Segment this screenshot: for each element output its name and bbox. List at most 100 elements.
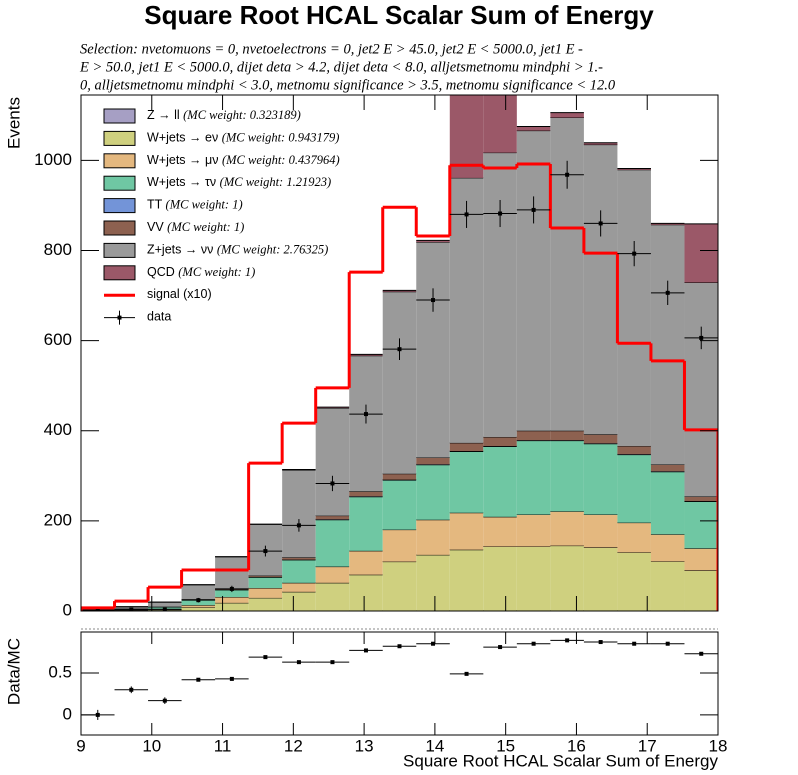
- stack-segment: [215, 556, 249, 589]
- y-tick-label: 0.5: [48, 663, 72, 682]
- legend-label: TT (MC weight: 1): [147, 197, 243, 211]
- stack-segment: [483, 516, 517, 547]
- y-axis-label: Data/MC: [4, 638, 23, 705]
- data-point: [699, 335, 704, 340]
- x-tick-label: 17: [638, 736, 657, 755]
- stack-segment: [282, 557, 316, 560]
- ratio-point: [464, 671, 469, 676]
- legend-swatch: [103, 198, 136, 214]
- stack-segment: [650, 223, 685, 225]
- stack-segment: [215, 589, 249, 598]
- stack-segment: [315, 519, 350, 567]
- stack-segment: [617, 168, 651, 170]
- x-tick-label: 15: [496, 736, 515, 755]
- ratio-point: [531, 641, 536, 646]
- x-tick-label: 13: [355, 736, 374, 755]
- stack-segment: [416, 554, 450, 611]
- stack-segment: [315, 582, 350, 611]
- data-point: [397, 347, 402, 352]
- stack-segment: [617, 522, 651, 553]
- stack-segment: [583, 434, 618, 444]
- legend-name: QCD: [147, 265, 175, 279]
- stack-segment: [583, 142, 618, 145]
- legend-label: W+jets → eν (MC weight: 0.943179): [147, 130, 339, 144]
- frame: [80, 94, 719, 612]
- data-point: [598, 221, 603, 226]
- legend-swatch: [103, 153, 136, 169]
- ratio-point: [162, 698, 167, 703]
- stack-segment: [516, 130, 551, 431]
- stack-segment: [583, 547, 618, 611]
- legend-weight: (MC weight: 0.943179): [222, 130, 340, 144]
- frame: [80, 631, 719, 736]
- stack-segment: [650, 561, 685, 611]
- y-axis-label: Events: [4, 97, 23, 149]
- stack-segment: [684, 548, 718, 571]
- stack-segment: [684, 570, 718, 611]
- data-point: [632, 251, 637, 256]
- subtitle: 0, alljetsmetnomu mindphi < 3.0, metnomu…: [80, 77, 616, 93]
- y-tick-label: 200: [44, 510, 72, 529]
- stack-segment: [416, 240, 450, 243]
- stack-segment: [349, 496, 383, 551]
- stack-segment: [617, 454, 651, 523]
- data-point: [196, 598, 201, 603]
- stack-segment: [483, 446, 517, 517]
- stack-segment: [215, 597, 249, 603]
- stack-segment: [181, 584, 216, 600]
- y-tick-label: 1000: [34, 150, 72, 169]
- y-tick-label: 400: [44, 420, 72, 439]
- stack-segment: [617, 169, 651, 447]
- ratio-point: [229, 676, 234, 681]
- legend-label: Z+jets → νν (MC weight: 2.76325): [147, 242, 328, 256]
- stack-segment: [550, 112, 584, 118]
- legend-name: W+jets → τν: [147, 175, 216, 189]
- legend-weight: (MC weight: 1): [167, 220, 244, 234]
- legend-label: W+jets → μν (MC weight: 0.437964): [147, 153, 340, 167]
- data-point: [330, 481, 335, 486]
- y-tick-label: 800: [44, 240, 72, 259]
- stack-segment: [483, 152, 517, 438]
- stack-segment: [248, 575, 283, 577]
- data-point: [531, 207, 536, 212]
- ratio-point: [330, 660, 335, 665]
- stack-segment: [349, 574, 383, 611]
- stack-segment: [416, 464, 450, 520]
- stack-segment: [382, 529, 417, 562]
- stack-segment: [583, 144, 618, 435]
- stack-segment: [282, 591, 316, 611]
- stack-segment: [483, 437, 517, 447]
- legend-label: QCD (MC weight: 1): [147, 265, 255, 279]
- legend-label: data: [147, 310, 171, 324]
- stack-segment: [315, 407, 350, 516]
- legend-swatch: [117, 315, 122, 320]
- data-point: [665, 290, 670, 295]
- stack-segment: [483, 95, 517, 153]
- stack-segment: [550, 545, 584, 611]
- data-point: [95, 609, 100, 611]
- stack-segment: [449, 512, 484, 550]
- stack-segment: [516, 440, 551, 515]
- ratio-point: [129, 687, 134, 692]
- stack-segment: [148, 602, 182, 607]
- stack-segment: [516, 546, 551, 611]
- legend-weight: (MC weight: 0.437964): [222, 153, 340, 167]
- stack-segment: [181, 605, 216, 608]
- legend-swatch: [103, 130, 136, 146]
- stack-segment: [684, 496, 718, 502]
- x-tick-label: 18: [709, 736, 728, 755]
- stack-segment: [416, 242, 450, 458]
- legend-name: data: [147, 310, 171, 324]
- stack-segment: [550, 440, 584, 512]
- legend-name: TT: [147, 198, 163, 212]
- stack-segment: [650, 471, 685, 535]
- ratio-point: [699, 651, 704, 656]
- ratio-point: [196, 677, 201, 682]
- stack-segment: [583, 443, 618, 515]
- stack-segment: [650, 464, 685, 472]
- stack-segment: [650, 224, 685, 465]
- x-tick-label: 12: [284, 736, 303, 755]
- stack-segment: [416, 457, 450, 465]
- ratio-point: [397, 644, 402, 649]
